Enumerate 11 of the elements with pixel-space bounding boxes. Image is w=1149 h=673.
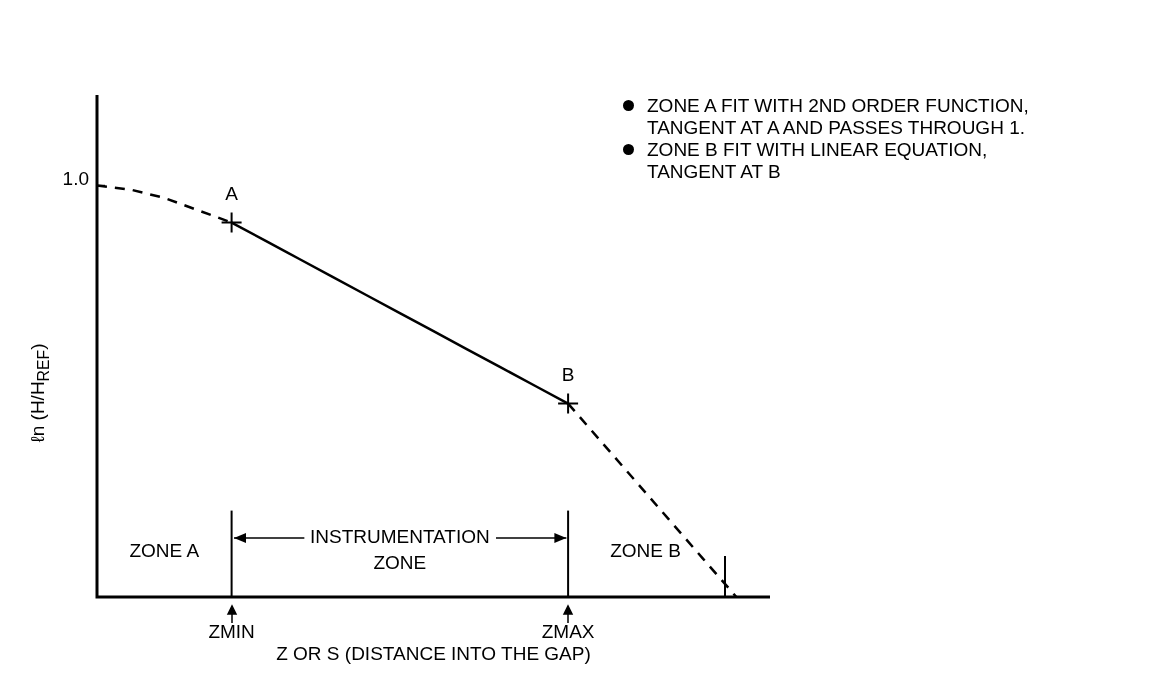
annotation: INSTRUMENTATION ZONE [309,525,490,573]
x-tick-label: ZMAX [541,621,595,643]
text: ZONE A FIT WITH 2ND ORDER FUNCTION, TANGENT AT A AND PASSES THROUGH 1. [647,95,1029,138]
x-axis-title: Z OR S (DISTANCE INTO THE GAP) [275,643,592,665]
annotation: ZONE B [610,539,681,561]
annotation: A [225,182,239,204]
annotation: ZONE A [129,539,200,561]
annotation: B [561,363,575,385]
text: 1.0 [62,167,89,189]
text: ZONE B FIT WITH LINEAR EQUATION, TANGENT AT B [647,139,988,182]
x-tick-label: ZMIN [208,621,255,643]
